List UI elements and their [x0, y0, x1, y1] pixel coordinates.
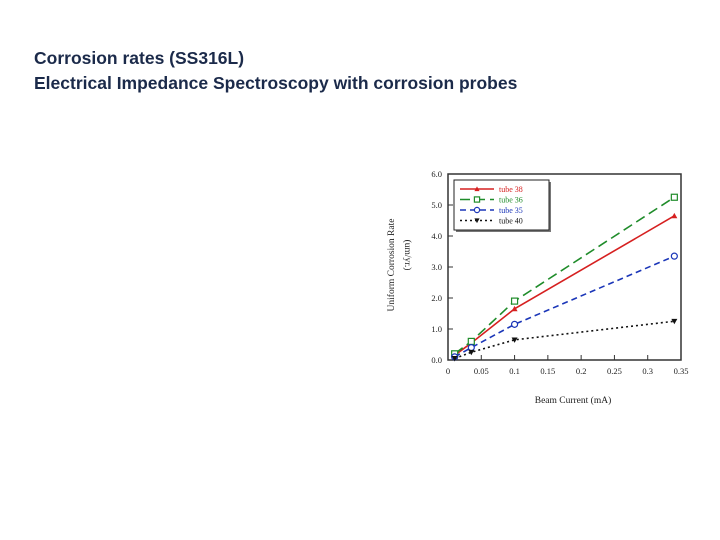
corrosion-rate-chart: 0 0.05 0.1 0.15 0.2 0.25 0.3 0.35 0.0 1.0 2.0 3.0 4… [386, 169, 689, 406]
legend-marker [474, 218, 480, 224]
data-point [510, 297, 519, 305]
x-tick-label: 0.15 [540, 366, 555, 376]
slide-title: Corrosion rates (SS316L) [34, 48, 245, 68]
legend-marker [473, 206, 481, 214]
legend-label: tube 40 [499, 217, 523, 226]
legend-marker [474, 186, 480, 192]
y-tick-label: 0.0 [431, 355, 442, 365]
x-axis-label: Beam Current (mA) [535, 395, 612, 406]
x-tick-label: 0.35 [674, 366, 689, 376]
x-tick-label: 0 [446, 366, 450, 376]
data-point [511, 305, 518, 312]
series-layer [451, 193, 678, 362]
x-tick-labels: 0 0.05 0.1 0.15 0.2 0.25 0.3 0.35 [446, 355, 689, 376]
x-tick-label: 0.25 [607, 366, 622, 376]
y-tick-label: 2.0 [431, 293, 442, 303]
data-point [511, 337, 518, 343]
legend-label: tube 38 [499, 185, 523, 194]
data-point [467, 337, 475, 345]
plot-frame [447, 173, 682, 361]
y-tick-label: 5.0 [431, 200, 442, 210]
data-point [670, 193, 678, 201]
series-line [454, 255, 675, 358]
y-tick-label: 1.0 [431, 324, 442, 334]
data-point [671, 318, 678, 325]
legend-item: tube 36 [460, 196, 523, 205]
data-point [510, 320, 519, 328]
y-axis-label: Uniform Corrosion Rate [386, 219, 397, 312]
data-point [671, 212, 678, 219]
y-axis-unit: (um/yr.) [402, 240, 413, 271]
y-tick-label: 3.0 [431, 262, 442, 272]
legend-label: tube 35 [499, 206, 523, 215]
data-point [467, 344, 475, 352]
legend-item: tube 35 [460, 206, 523, 215]
legend-item: tube 40 [460, 217, 523, 226]
data-point [451, 356, 458, 362]
x-tick-label: 0.1 [509, 366, 520, 376]
x-tick-label: 0.3 [642, 366, 653, 376]
x-tick-label: 0.2 [576, 366, 587, 376]
series-tube-40 [451, 318, 678, 362]
plot-area-border [447, 173, 682, 361]
data-point [670, 252, 678, 260]
series-line [454, 215, 675, 356]
legend-marker [473, 196, 481, 203]
slide-title-block: Corrosion rates (SS316L) Electrical Impe… [34, 46, 517, 96]
slide-subtitle: Electrical Impedance Spectroscopy with c… [34, 73, 518, 93]
legend-item: tube 38 [460, 185, 523, 194]
y-tick-label: 6.0 [431, 169, 442, 179]
y-tick-label: 4.0 [431, 231, 442, 241]
legend-label: tube 36 [499, 196, 523, 205]
data-point [468, 349, 475, 356]
series-tube-38 [451, 212, 678, 358]
x-tick-label: 0.05 [474, 366, 489, 376]
series-line [454, 320, 675, 360]
series-line [454, 196, 675, 355]
y-tick-labels: 0.0 1.0 2.0 3.0 4.0 5.0 6.0 [431, 169, 453, 365]
